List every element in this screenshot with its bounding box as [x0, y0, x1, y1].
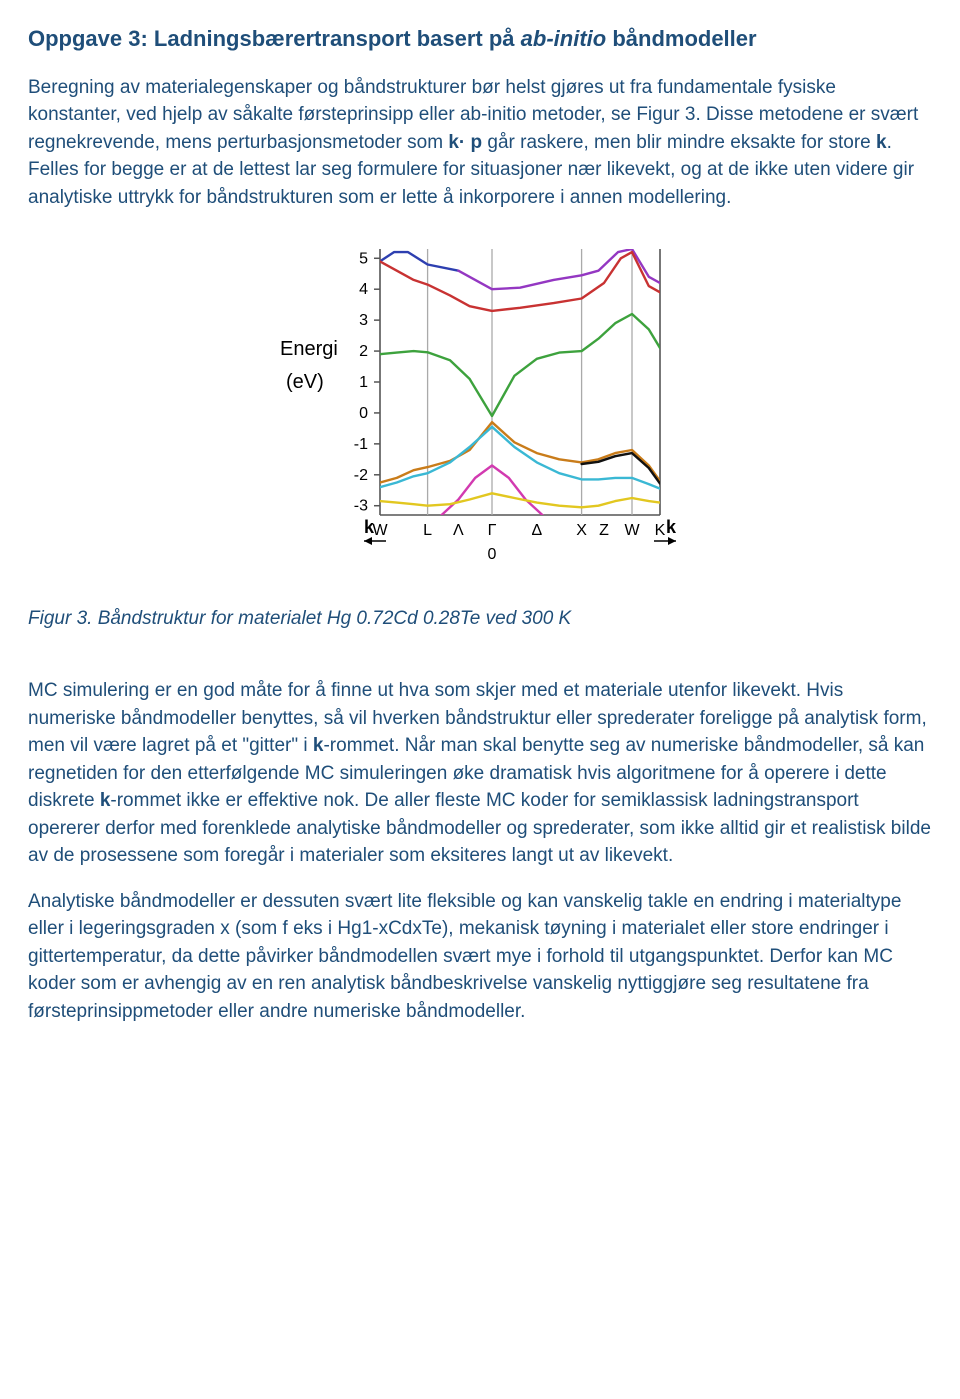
p1-bold1: k· p — [448, 132, 482, 153]
title-prefix: Oppgave 3: Ladningsbærertransport basert… — [28, 26, 521, 51]
svg-text:X: X — [576, 522, 587, 539]
svg-text:L: L — [423, 522, 432, 539]
svg-text:Energi: Energi — [280, 338, 338, 360]
paragraph-2: MC simulering er en god måte for å finne… — [28, 677, 932, 870]
svg-text:3: 3 — [359, 313, 368, 330]
svg-text:0: 0 — [359, 405, 368, 422]
title-italic: ab-initio — [521, 26, 607, 51]
svg-text:Λ: Λ — [453, 522, 464, 539]
figure-3: 543210-1-2-3Energi(eV)WLΛΓΔXZWKkk0 — [28, 235, 932, 575]
task-title: Oppgave 3: Ladningsbærertransport basert… — [28, 24, 932, 54]
p1-bold2: k — [876, 132, 887, 153]
title-suffix: båndmodeller — [606, 26, 756, 51]
svg-text:-2: -2 — [354, 467, 368, 484]
svg-text:-1: -1 — [354, 436, 368, 453]
p2-b-end: -rommet ikke er effektive nok. De aller … — [28, 790, 931, 866]
svg-text:k: k — [666, 517, 677, 537]
svg-text:k: k — [364, 517, 375, 537]
svg-text:(eV): (eV) — [286, 371, 324, 393]
p2-bold2: k — [100, 790, 111, 811]
svg-text:W: W — [372, 522, 388, 539]
figure-3-caption: Figur 3. Båndstruktur for materialet Hg … — [28, 605, 932, 633]
paragraph-3: Analytiske båndmodeller er dessuten svær… — [28, 888, 932, 1026]
svg-text:Z: Z — [599, 522, 609, 539]
svg-text:-3: -3 — [354, 498, 368, 515]
svg-text:Γ: Γ — [488, 522, 497, 539]
paragraph-1: Beregning av materialegenskaper og bånds… — [28, 74, 932, 212]
svg-text:K: K — [655, 522, 666, 539]
page: Oppgave 3: Ladningsbærertransport basert… — [0, 0, 960, 1084]
svg-text:W: W — [624, 522, 640, 539]
svg-text:2: 2 — [359, 343, 368, 360]
band-structure-chart: 543210-1-2-3Energi(eV)WLΛΓΔXZWKkk0 — [270, 235, 690, 575]
svg-text:4: 4 — [359, 282, 368, 299]
svg-text:0: 0 — [488, 546, 497, 563]
p2-bold1: k — [313, 735, 324, 756]
p1-mid: går raskere, men blir mindre eksakte for… — [482, 132, 876, 153]
svg-text:5: 5 — [359, 251, 368, 268]
svg-text:Δ: Δ — [531, 522, 542, 539]
svg-text:1: 1 — [359, 374, 368, 391]
